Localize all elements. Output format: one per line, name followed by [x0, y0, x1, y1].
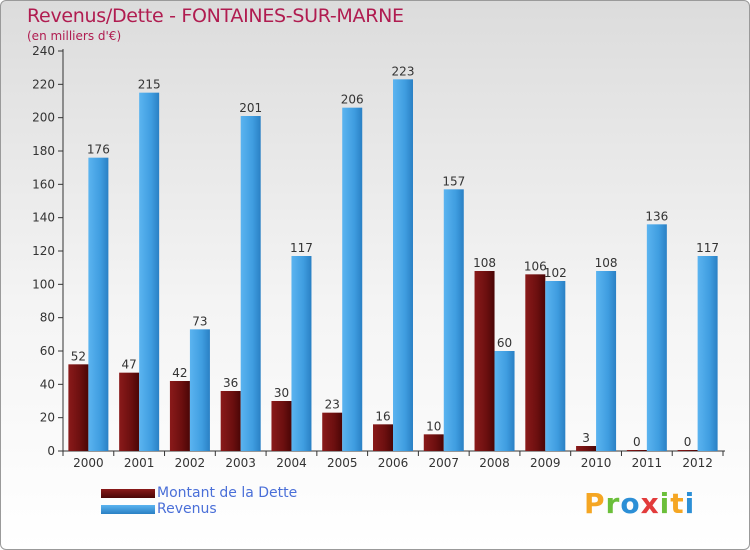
x-tick-label: 2008: [479, 456, 510, 470]
bar-dette: [169, 381, 190, 451]
legend-label-dette: Montant de la Dette: [157, 485, 298, 501]
data-label: 108: [473, 256, 496, 270]
y-tick-label: 40: [40, 377, 55, 391]
y-tick-label: 80: [40, 311, 55, 325]
data-label: 136: [645, 209, 668, 223]
x-tick-label: 2007: [428, 456, 459, 470]
bar-dette: [525, 274, 546, 451]
legend-label-revenus: Revenus: [157, 501, 217, 517]
data-label: 30: [274, 386, 289, 400]
bar-dette: [576, 446, 597, 451]
logo-letter: o: [620, 487, 641, 520]
logo-letter: i: [684, 487, 696, 520]
data-label: 106: [524, 259, 547, 273]
data-label: 108: [595, 256, 618, 270]
data-label: 47: [122, 358, 137, 372]
bar-revenus: [291, 256, 312, 451]
y-tick-label: 60: [40, 344, 55, 358]
data-label: 117: [290, 241, 313, 255]
y-tick-label: 20: [40, 411, 55, 425]
bar-revenus: [443, 189, 464, 452]
bar-revenus: [189, 329, 210, 451]
logo-letter: P: [584, 487, 606, 520]
bar-dette: [474, 271, 495, 451]
data-label: 0: [684, 435, 692, 449]
bar-dette: [322, 412, 343, 451]
y-tick-label: 240: [32, 44, 55, 58]
bar-dette: [68, 364, 89, 451]
x-tick-label: 2005: [327, 456, 358, 470]
x-tick-label: 2004: [276, 456, 307, 470]
data-label: 16: [375, 409, 390, 423]
y-tick-label: 100: [32, 277, 55, 291]
data-label: 52: [71, 349, 86, 363]
data-label: 42: [172, 366, 187, 380]
x-tick-label: 2002: [175, 456, 206, 470]
data-label: 102: [544, 266, 567, 280]
y-tick-label: 140: [32, 211, 55, 225]
chart-title: Revenus/Dette - FONTAINES-SUR-MARNE: [27, 5, 404, 27]
data-label: 215: [138, 78, 161, 92]
y-tick-label: 180: [32, 144, 55, 158]
logo-letter: r: [605, 487, 621, 520]
bar-dette: [373, 424, 393, 451]
data-label: 36: [223, 376, 238, 390]
data-label: 117: [696, 241, 719, 255]
bar-revenus: [88, 157, 109, 451]
data-label: 201: [239, 101, 262, 115]
data-label: 60: [497, 336, 512, 350]
data-label: 176: [87, 143, 110, 157]
bar-dette: [626, 450, 647, 451]
data-label: 206: [341, 93, 364, 107]
bar-dette: [220, 391, 241, 451]
x-tick-label: 2012: [682, 456, 713, 470]
data-label: 0: [633, 435, 641, 449]
logo-letter: i: [659, 487, 671, 520]
data-label: 23: [325, 398, 340, 412]
bar-revenus: [393, 79, 413, 451]
y-tick-label: 120: [32, 244, 55, 258]
x-tick-label: 2001: [124, 456, 155, 470]
bar-revenus: [697, 256, 718, 451]
x-tick-label: 2006: [378, 456, 409, 470]
bar-dette: [677, 450, 698, 451]
y-tick-label: 200: [32, 111, 55, 125]
bar-revenus: [545, 281, 566, 451]
x-tick-label: 2000: [73, 456, 104, 470]
bar-dette: [271, 401, 292, 451]
x-tick-label: 2011: [632, 456, 663, 470]
bar-revenus: [494, 351, 515, 451]
proxiti-logo: Proxiti: [584, 487, 695, 520]
bars: [68, 79, 718, 452]
data-label: 223: [392, 64, 415, 78]
bar-revenus: [240, 116, 261, 451]
data-label: 3: [582, 431, 590, 445]
chart-subtitle: (en milliers d'€): [27, 29, 122, 43]
y-tick-label: 0: [47, 444, 55, 458]
y-tick-label: 160: [32, 177, 55, 191]
legend-swatch-dette: [101, 489, 155, 498]
data-label: 10: [426, 419, 441, 433]
logo-letter: t: [670, 487, 685, 520]
bar-revenus: [646, 224, 667, 451]
logo-letter: x: [640, 487, 660, 520]
bar-revenus: [139, 92, 160, 452]
bar-dette: [119, 372, 140, 451]
bar-dette: [423, 434, 444, 451]
bar-revenus: [596, 271, 617, 451]
legend-swatch-revenus: [101, 505, 155, 514]
data-label: 157: [442, 174, 465, 188]
x-tick-label: 2003: [225, 456, 256, 470]
data-label: 73: [192, 314, 207, 328]
bar-revenus: [342, 107, 363, 452]
x-tick-label: 2010: [581, 456, 612, 470]
y-tick-label: 220: [32, 77, 55, 91]
x-tick-label: 2009: [530, 456, 561, 470]
